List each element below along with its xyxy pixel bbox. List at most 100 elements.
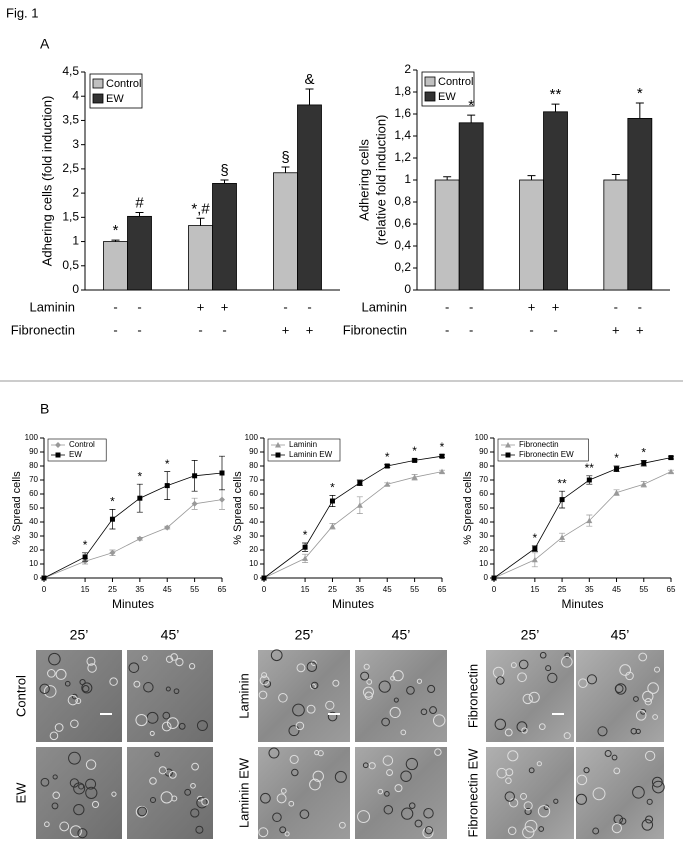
cell — [91, 800, 100, 808]
micrograph — [36, 650, 122, 742]
cell — [85, 759, 97, 770]
cell — [44, 821, 50, 828]
x-tick-label: 0 — [42, 585, 47, 594]
cell — [427, 684, 436, 693]
cell — [280, 788, 287, 794]
cell — [81, 682, 93, 694]
cell — [424, 826, 434, 835]
annotation: * — [440, 440, 445, 454]
cell — [317, 750, 324, 757]
cell — [201, 798, 209, 806]
legend-swatch — [424, 91, 436, 102]
error-bar — [111, 239, 120, 242]
cell — [545, 665, 552, 672]
cell — [362, 686, 374, 698]
marker — [136, 535, 143, 542]
row-label: Laminin — [236, 673, 251, 719]
condition-label: + — [197, 299, 205, 314]
legend-label: EW — [438, 91, 456, 103]
x-tick-label: 35 — [355, 585, 364, 594]
marker — [41, 575, 47, 581]
cell — [178, 722, 186, 730]
y-tick-label: 40 — [249, 517, 258, 526]
x-axis-label: Minutes — [112, 597, 154, 611]
cell — [647, 682, 659, 694]
cell — [496, 676, 505, 685]
y-tick-label: 100 — [475, 433, 489, 442]
cell — [523, 801, 533, 811]
condition-label: - — [222, 322, 226, 337]
cell — [592, 787, 606, 801]
cell — [52, 774, 58, 780]
cell — [522, 693, 533, 705]
cell — [73, 803, 85, 816]
series-line — [43, 472, 223, 579]
condition-label: - — [198, 322, 202, 337]
marker — [302, 555, 309, 561]
column-label: 25’ — [295, 627, 314, 643]
x-tick-label: 25 — [108, 585, 117, 594]
cell — [521, 727, 528, 734]
cell — [520, 792, 528, 800]
condition-label: - — [307, 299, 311, 314]
y-tick-label: 1,8 — [394, 84, 411, 98]
cell — [40, 777, 50, 787]
condition-label: + — [282, 322, 290, 337]
cell — [166, 717, 179, 729]
annotation: * — [110, 495, 115, 509]
cell — [276, 793, 287, 804]
cell — [575, 793, 587, 805]
cell — [528, 767, 535, 774]
cell — [188, 663, 196, 670]
y-axis-label: % Spread cells — [232, 471, 244, 545]
condition-label: - — [614, 299, 618, 314]
micrograph — [486, 747, 574, 839]
cell — [390, 675, 396, 681]
cell — [173, 688, 180, 695]
cell — [357, 810, 371, 824]
condition-label: - — [137, 322, 141, 337]
cell — [109, 677, 118, 686]
cell — [284, 831, 290, 837]
micrograph — [355, 747, 447, 839]
column-label: 45’ — [161, 627, 180, 643]
condition-label: - — [553, 322, 557, 337]
marker — [384, 481, 391, 487]
cell — [652, 780, 665, 794]
cell — [77, 828, 88, 839]
x-tick-label: 35 — [135, 585, 144, 594]
cell — [494, 718, 507, 731]
cell — [383, 804, 394, 815]
cell — [432, 714, 446, 727]
condition-label: + — [221, 299, 229, 314]
micrograph — [576, 650, 664, 742]
y-tick-label: 10 — [479, 559, 488, 568]
cell — [522, 826, 535, 839]
error-bar — [220, 179, 229, 184]
bar — [103, 241, 128, 291]
micrograph — [258, 747, 350, 839]
y-tick-label: 0,2 — [394, 260, 411, 274]
condition-label: - — [529, 322, 533, 337]
y-tick-label: 30 — [29, 531, 38, 540]
cell — [288, 725, 300, 737]
marker — [275, 442, 281, 448]
y-tick-label: 0 — [254, 573, 259, 582]
error-bar — [635, 102, 644, 119]
condition-label: - — [445, 322, 449, 337]
y-tick-label: 90 — [479, 447, 488, 456]
condition-name: Fibronectin — [343, 322, 407, 337]
cell — [614, 684, 624, 693]
annotation: * — [83, 538, 88, 552]
panel-label: B — [40, 401, 49, 417]
cell — [635, 710, 647, 721]
y-axis-label: Adhering cells — [356, 139, 371, 221]
legend-label: Laminin — [289, 440, 317, 449]
cell — [646, 798, 653, 805]
annotation: * — [113, 222, 119, 239]
cell — [82, 685, 90, 693]
cell — [360, 671, 370, 681]
condition-label: - — [638, 299, 642, 314]
y-tick-label: 80 — [29, 461, 38, 470]
y-tick-label: 1,5 — [62, 210, 79, 224]
